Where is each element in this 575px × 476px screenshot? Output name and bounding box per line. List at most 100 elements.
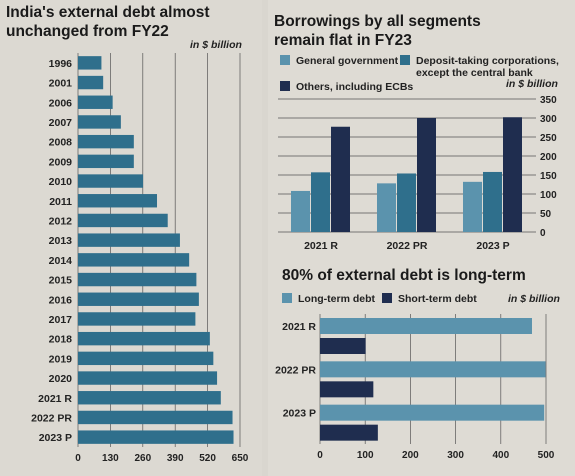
- x-tick-label: 400: [492, 450, 509, 461]
- x-tick-label: 650: [232, 453, 249, 464]
- external-debt-unit: in $ billion: [190, 39, 242, 51]
- x-tick-label: 520: [199, 453, 216, 464]
- category-label: 2006: [49, 97, 73, 109]
- bar: [78, 430, 234, 444]
- external-debt-bar-chart: 0 130 260 390 520 650 1996 2001 2006 2007 2008 2009…: [31, 53, 249, 464]
- bar: [377, 183, 396, 232]
- long-term-unit: in $ billion: [508, 293, 560, 305]
- category-label: 2019: [49, 353, 73, 365]
- bar: [78, 194, 158, 208]
- x-tick-label: 0: [317, 450, 323, 461]
- y-tick-label: 350: [540, 95, 557, 106]
- y-tick-label: 100: [540, 190, 557, 201]
- x-tick-label: 500: [538, 450, 555, 461]
- category-label: 2021 R: [282, 321, 316, 333]
- y-tick-label: 250: [540, 133, 557, 144]
- category-label: 2018: [49, 334, 73, 346]
- bar: [397, 173, 416, 232]
- bar: [78, 95, 113, 109]
- bar: [320, 404, 545, 421]
- bar: [78, 233, 180, 247]
- bar: [463, 181, 482, 232]
- borrowings-bar-chart: 0 50 100 150 200 250 300 350 2021 R 2022 PR 2023 P: [278, 95, 557, 252]
- long-term-bar-chart: 0 100 200 300 400 500 2021 R 2022 PR 2023 P: [275, 314, 555, 461]
- category-label: 2011: [49, 196, 72, 208]
- borrowings-title: Borrowings by all segments remain flat i…: [274, 13, 481, 49]
- category-label: 2023 P: [283, 408, 316, 420]
- bar: [78, 292, 199, 306]
- x-tick-label: 300: [447, 450, 464, 461]
- y-tick-label: 150: [540, 171, 557, 182]
- bar: [331, 126, 350, 232]
- legend-swatch-others-ecbs: [280, 81, 290, 91]
- bar: [78, 134, 134, 149]
- legend-swatch-general-government: [280, 55, 290, 65]
- category-label: 2012: [49, 215, 73, 227]
- legend-swatch-deposit-taking: [400, 55, 410, 65]
- bar: [78, 56, 102, 70]
- bar: [291, 190, 310, 232]
- category-label: 2010: [49, 176, 73, 188]
- bar: [320, 424, 378, 441]
- x-tick-label: 100: [357, 450, 374, 461]
- y-tick-label: 300: [540, 114, 557, 125]
- bar: [78, 410, 233, 425]
- legend-long-term: Long-term debt: [282, 293, 375, 305]
- x-tick-label: 0: [75, 453, 81, 464]
- external-debt-chart-panel: India's external debt almost unchanged f…: [0, 0, 262, 476]
- category-label: 2022 PR: [387, 240, 428, 252]
- y-tick-label: 0: [540, 228, 546, 239]
- bar: [320, 318, 532, 334]
- long-term-title: 80% of external debt is long-term: [282, 267, 526, 284]
- bar: [78, 371, 218, 385]
- bar: [320, 338, 366, 354]
- x-tick-label: 130: [102, 453, 119, 464]
- legend-others-ecbs: Others, including ECBs: [280, 81, 413, 93]
- category-label: 1996: [49, 58, 73, 70]
- category-label: 2021 R: [38, 393, 72, 405]
- bar: [417, 118, 436, 232]
- legend-label-long-term: Long-term debt: [298, 293, 375, 305]
- bar: [78, 331, 210, 346]
- category-label: 2022 PR: [275, 364, 316, 376]
- category-label: 2014: [49, 255, 73, 267]
- legend-general-government: General government: [280, 55, 398, 67]
- category-label: 2008: [49, 137, 73, 149]
- bar: [78, 272, 197, 287]
- category-label: 2015: [49, 275, 73, 287]
- bar: [503, 117, 522, 232]
- category-label: 2021 R: [304, 240, 338, 252]
- y-tick-label: 50: [540, 209, 552, 220]
- x-tick-label: 390: [167, 453, 184, 464]
- category-label: 2023 P: [476, 240, 509, 252]
- category-label: 2013: [49, 235, 73, 247]
- x-tick-label: 260: [134, 453, 151, 464]
- bar: [320, 361, 546, 378]
- category-label: 2023 P: [39, 432, 72, 444]
- bar: [483, 171, 502, 232]
- borrowings-chart-panel: Borrowings by all segments remain flat i…: [268, 0, 575, 262]
- external-debt-title: India's external debt almost unchanged f…: [6, 4, 210, 40]
- borrowings-unit: in $ billion: [506, 78, 558, 90]
- x-tick-label: 200: [402, 450, 419, 461]
- bar: [78, 154, 134, 169]
- y-tick-label: 200: [540, 152, 557, 163]
- legend-label-deposit-taking: Deposit-taking corporations, except the …: [416, 55, 559, 79]
- legend-deposit-taking: Deposit-taking corporations, except the …: [400, 55, 570, 79]
- category-label: 2020: [49, 373, 73, 385]
- bar: [311, 172, 330, 232]
- bar: [320, 381, 374, 398]
- bar: [78, 75, 104, 90]
- legend-label-general-government: General government: [296, 55, 399, 67]
- legend-short-term: Short-term debt: [382, 293, 477, 305]
- bar: [78, 174, 144, 188]
- legend-swatch-short-term: [382, 293, 392, 303]
- category-label: 2022 PR: [31, 412, 72, 424]
- long-term-chart-panel: 80% of external debt is long-term Long-t…: [268, 262, 575, 476]
- category-label: 2016: [49, 294, 73, 306]
- category-label: 2001: [49, 78, 73, 90]
- bar: [78, 391, 221, 405]
- legend-label-others-ecbs: Others, including ECBs: [296, 81, 414, 93]
- legend-label-short-term: Short-term debt: [398, 293, 477, 305]
- bar: [78, 351, 214, 366]
